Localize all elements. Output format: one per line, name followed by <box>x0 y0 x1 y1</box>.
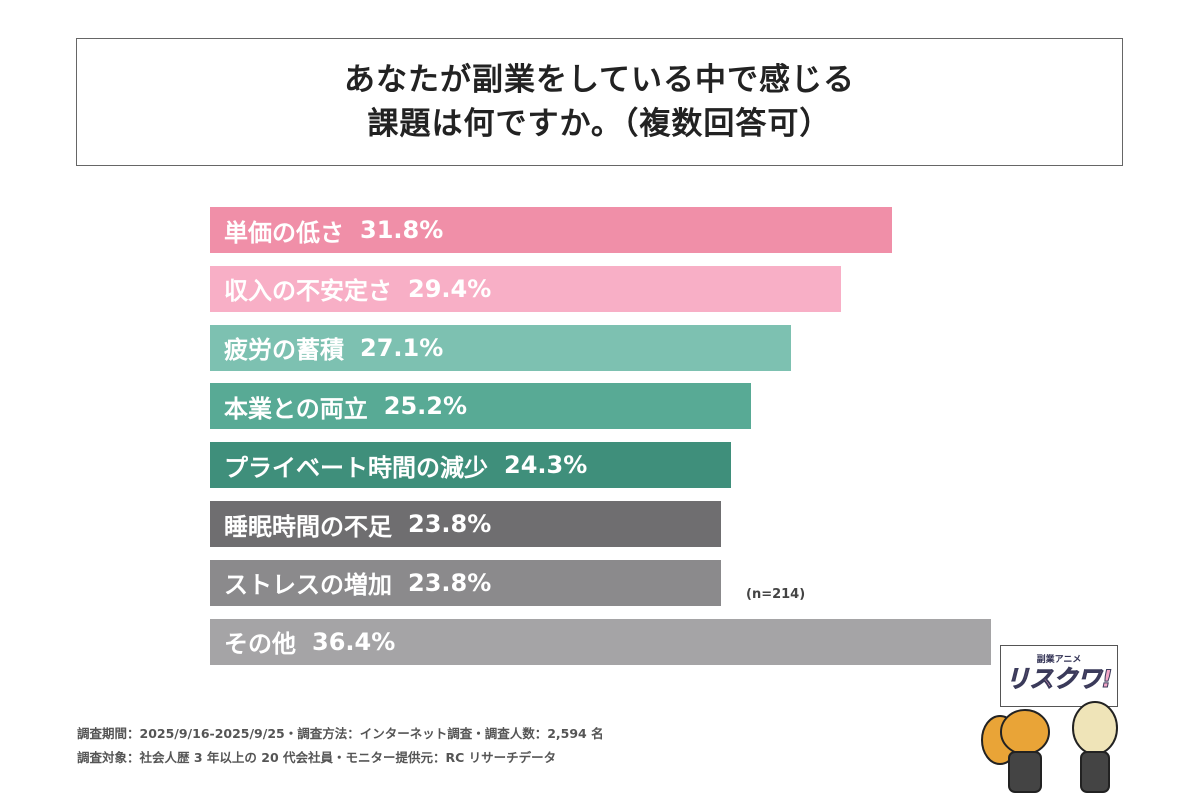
logo: 副業アニメ リスクワ! <box>1000 645 1118 707</box>
sample-size-label: (n=214) <box>746 587 806 602</box>
bar-6: 睡眠時間の不足 23.8% <box>210 501 721 547</box>
bar-value-label: 24.3% <box>504 451 588 480</box>
bar-8: その他 36.4% <box>210 618 991 665</box>
bar-value-label: 29.4% <box>408 274 492 303</box>
bar-category-label: 単価の低さ <box>224 218 344 247</box>
bar-category-label: 収入の不安定さ <box>224 277 392 306</box>
bar-7: ストレスの増加 23.8% <box>210 559 721 606</box>
bar-value-label: 23.8% <box>408 510 492 538</box>
bar-value-label: 36.4% <box>312 627 396 656</box>
bar-category-label: 睡眠時間の不足 <box>224 512 392 541</box>
footer-line-2: 調査対象：社会人歴 3 年以上の 20 代会社員・モニター提供元：RC リサーチ… <box>77 750 557 765</box>
bar-value-label: 27.1% <box>360 333 444 362</box>
bar-4: 本業との両立 25.2% <box>210 383 751 430</box>
bar-category-label: プライベート時間の減少 <box>224 453 488 482</box>
logo-subtitle: 副業アニメ <box>1036 655 1082 665</box>
bar-1: 単価の低さ 31.8% <box>210 207 893 253</box>
logo-title: リスクワ! <box>1005 665 1113 694</box>
bar-5: プライベート時間の減少 24.3% <box>210 442 732 489</box>
bar-category-label: その他 <box>224 630 296 659</box>
footer-line-1: 調査期間：2025/9/16-2025/9/25・調査方法：インターネット調査・… <box>77 726 604 741</box>
bar-category-label: ストレスの増加 <box>224 571 392 600</box>
title-box: あなたが副業をしている中で感じる 課題は何ですか。（複数回答可） <box>76 38 1123 166</box>
title-line-1: あなたが副業をしている中で感じる <box>343 62 856 98</box>
mascot-characters-illustration <box>981 701 1118 793</box>
bar-value-label: 23.8% <box>408 568 492 597</box>
footer: 調査期間：2025/9/16-2025/9/25・調査方法：インターネット調査・… <box>77 722 604 770</box>
bar-2: 収入の不安定さ 29.4% <box>210 265 841 312</box>
bar-value-label: 25.2% <box>383 392 468 421</box>
bar-category-label: 本業との両立 <box>224 394 368 423</box>
bar-value-label: 31.8% <box>360 216 444 244</box>
title-line-2: 課題は何ですか。（複数回答可） <box>367 106 832 142</box>
bar-category-label: 疲労の蓄積 <box>224 336 344 365</box>
bar-3: 疲労の蓄積 27.1% <box>210 324 792 371</box>
